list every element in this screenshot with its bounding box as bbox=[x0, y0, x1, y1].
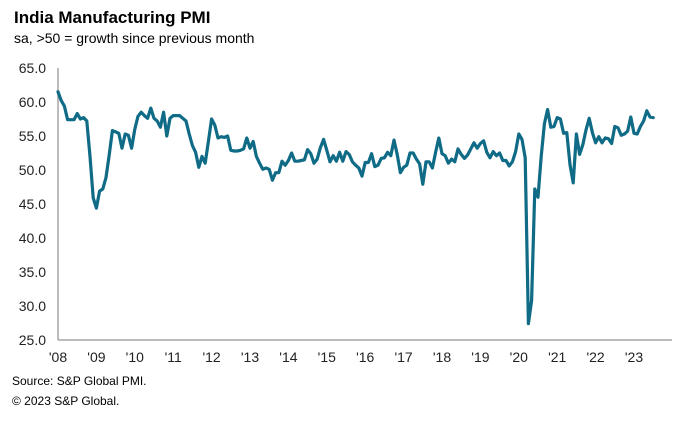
x-tick-label: '10 bbox=[126, 349, 144, 365]
x-tick-label: '23 bbox=[625, 349, 643, 365]
source-note: Source: S&P Global PMI. bbox=[12, 374, 147, 388]
x-tick-label: '14 bbox=[279, 349, 297, 365]
x-tick-label: '20 bbox=[510, 349, 528, 365]
x-axis: '08 '09 '10 '11 '12 '13 '14 '15 '16 '17 '18 '19 '20 '… bbox=[49, 339, 672, 365]
x-tick-label: '21 bbox=[548, 349, 566, 365]
copyright-note: © 2023 S&P Global. bbox=[12, 394, 120, 408]
y-tick-label: 35.0 bbox=[19, 264, 46, 280]
y-axis: 65.0 60.0 55.0 50.0 45.0 40.0 35.0 30.0 25.0 bbox=[19, 60, 59, 348]
x-tick-label: '16 bbox=[356, 349, 374, 365]
x-tick-label: '19 bbox=[471, 349, 489, 365]
x-tick-label: '18 bbox=[433, 349, 451, 365]
x-tick-label: '15 bbox=[318, 349, 336, 365]
y-tick-label: 60.0 bbox=[19, 94, 46, 110]
chart-title: India Manufacturing PMI bbox=[14, 8, 211, 27]
series-line-india-pmi bbox=[56, 90, 655, 326]
y-tick-label: 55.0 bbox=[19, 128, 46, 144]
y-tick-label: 25.0 bbox=[19, 332, 46, 348]
y-tick-label: 50.0 bbox=[19, 162, 46, 178]
y-tick-label: 45.0 bbox=[19, 196, 46, 212]
x-tick-label: '11 bbox=[165, 349, 182, 365]
x-tick-label: '13 bbox=[241, 349, 259, 365]
y-tick-label: 40.0 bbox=[19, 230, 46, 246]
y-tick-label: 30.0 bbox=[19, 298, 46, 314]
y-tick-label: 65.0 bbox=[19, 60, 46, 76]
plot-area bbox=[56, 90, 655, 326]
x-tick-label: '12 bbox=[202, 349, 220, 365]
x-tick-label: '22 bbox=[586, 349, 604, 365]
x-tick-label: '08 bbox=[49, 349, 67, 365]
chart-subtitle: sa, >50 = growth since previous month bbox=[14, 30, 255, 46]
x-tick-label: '09 bbox=[87, 349, 105, 365]
x-tick-label: '17 bbox=[394, 349, 412, 365]
